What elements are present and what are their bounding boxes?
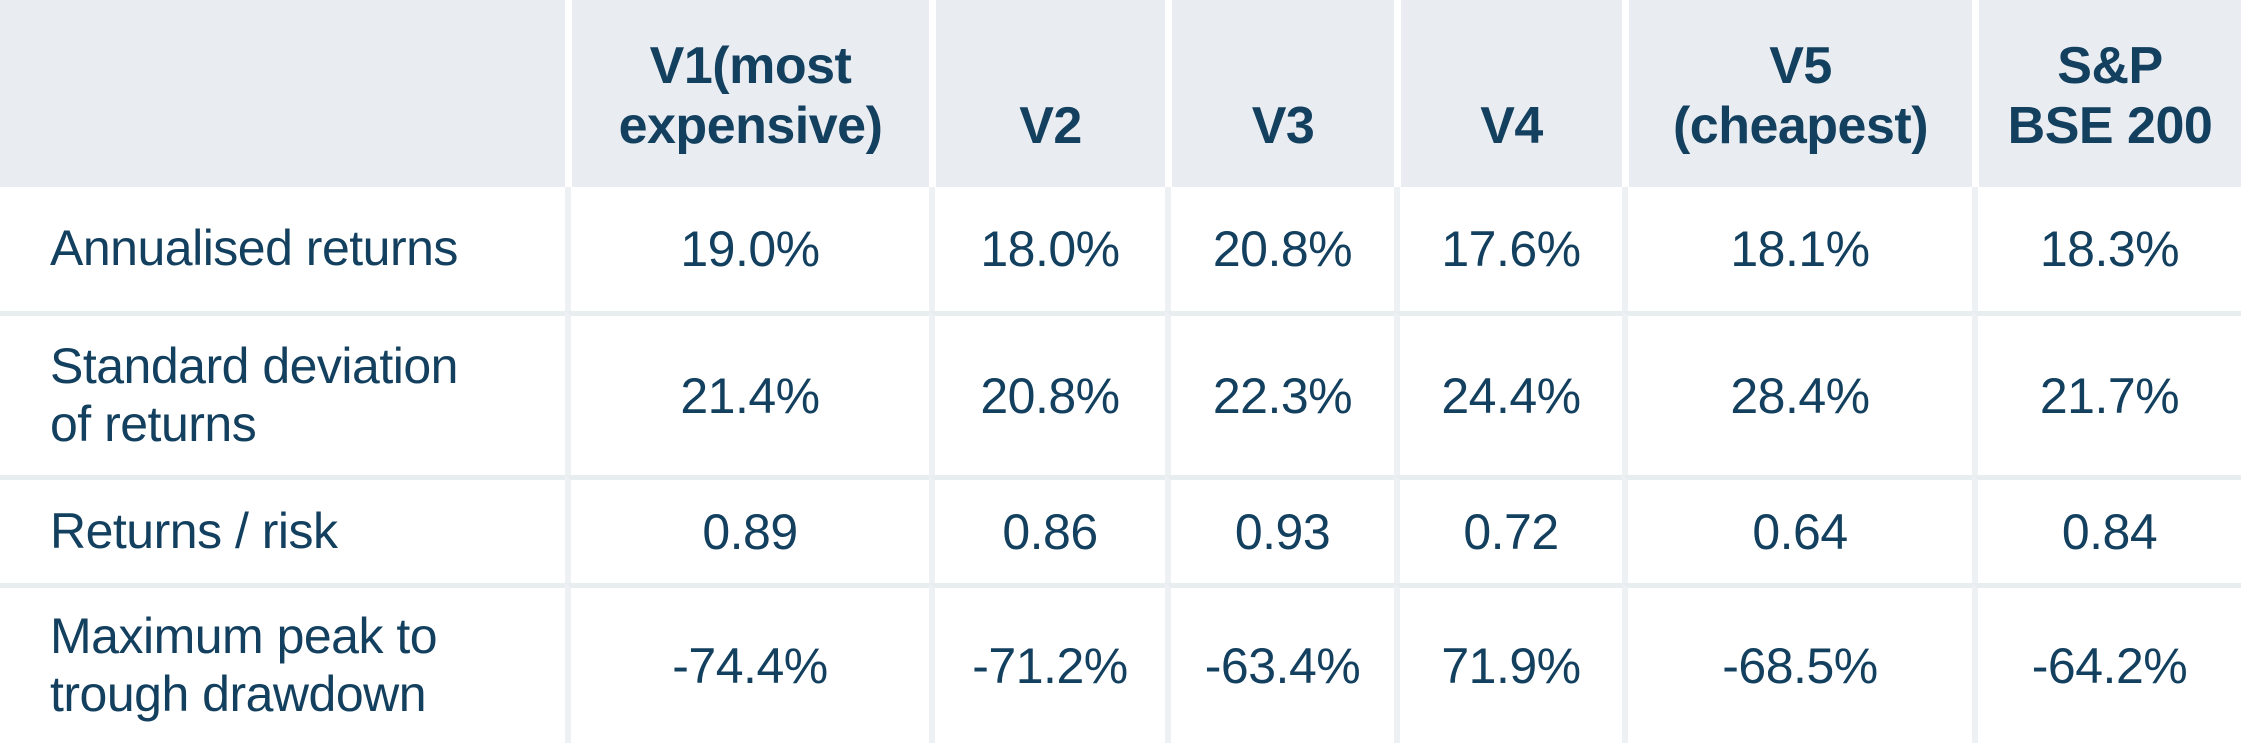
header-cell-v1: V1(most expensive) bbox=[565, 0, 929, 187]
header-cell-empty bbox=[0, 0, 565, 187]
value-cell: 18.1% bbox=[1622, 187, 1972, 311]
value-cell: -74.4% bbox=[565, 583, 929, 743]
value-cell: 28.4% bbox=[1622, 311, 1972, 475]
value-cell: -71.2% bbox=[929, 583, 1165, 743]
value-cell: 18.3% bbox=[1972, 187, 2241, 311]
value-cell: 20.8% bbox=[1165, 187, 1394, 311]
value-cell: 0.93 bbox=[1165, 475, 1394, 583]
header-cell-v4: V4 bbox=[1394, 0, 1622, 187]
value-cell: 20.8% bbox=[929, 311, 1165, 475]
header-cell-sp-bse-200: S&P BSE 200 bbox=[1972, 0, 2241, 187]
value-cell: 17.6% bbox=[1394, 187, 1622, 311]
value-cell: -63.4% bbox=[1165, 583, 1394, 743]
value-cell: 0.72 bbox=[1394, 475, 1622, 583]
value-cell: 0.89 bbox=[565, 475, 929, 583]
row-label-annualised-returns: Annualised returns bbox=[0, 187, 565, 311]
value-cell: 0.64 bbox=[1622, 475, 1972, 583]
value-cell: 21.4% bbox=[565, 311, 929, 475]
value-cell: 18.0% bbox=[929, 187, 1165, 311]
value-cell: 71.9% bbox=[1394, 583, 1622, 743]
row-label-standard-deviation: Standard deviation of returns bbox=[0, 311, 565, 475]
header-cell-v2: V2 bbox=[929, 0, 1165, 187]
value-cell: 21.7% bbox=[1972, 311, 2241, 475]
value-cell: 22.3% bbox=[1165, 311, 1394, 475]
row-label-max-drawdown: Maximum peak to trough drawdown bbox=[0, 583, 565, 743]
header-cell-v3: V3 bbox=[1165, 0, 1394, 187]
header-cell-v5: V5 (cheapest) bbox=[1622, 0, 1972, 187]
value-cell: -64.2% bbox=[1972, 583, 2241, 743]
value-cell: 0.84 bbox=[1972, 475, 2241, 583]
value-cell: -68.5% bbox=[1622, 583, 1972, 743]
value-cell: 19.0% bbox=[565, 187, 929, 311]
value-cell: 0.86 bbox=[929, 475, 1165, 583]
value-cell: 24.4% bbox=[1394, 311, 1622, 475]
row-label-returns-risk: Returns / risk bbox=[0, 475, 565, 583]
